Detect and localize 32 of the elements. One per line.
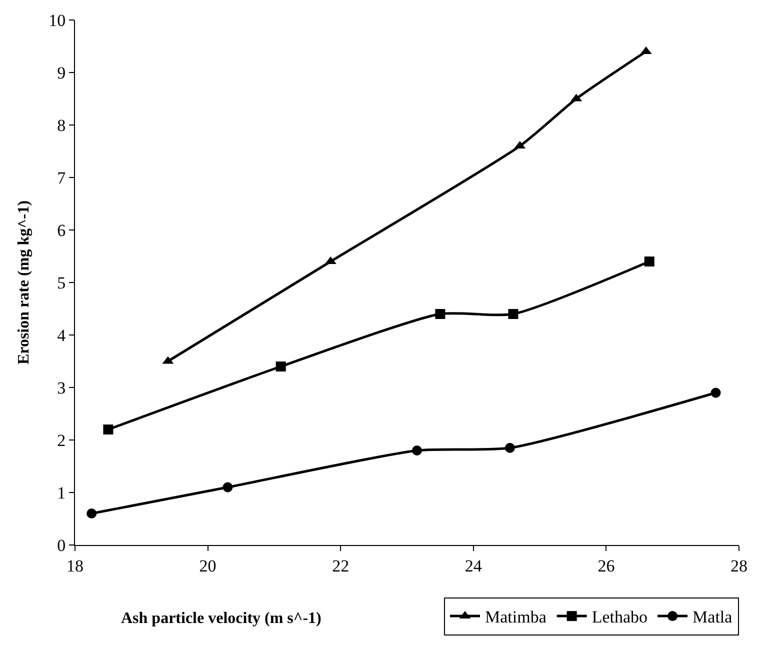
x-tick-label: 18 (66, 556, 84, 576)
x-tick-label: 28 (730, 556, 748, 576)
point (86, 508, 97, 518)
y-tick-label: 2 (57, 430, 66, 450)
point (644, 256, 654, 266)
legend-label: Matimba (485, 608, 547, 627)
y-tick-label: 5 (57, 273, 66, 292)
x-axis-title: Ash particle velocity (m s^-1) (121, 610, 322, 627)
point (504, 442, 515, 453)
x-tick-label: 20 (199, 556, 216, 576)
y-tick-label: 4 (57, 326, 66, 345)
y-tick-label: 8 (57, 116, 66, 135)
legend-label: Matla (692, 608, 733, 627)
point (412, 446, 422, 456)
point (276, 362, 286, 372)
legend-label: Lethabo (592, 608, 648, 627)
point (103, 424, 114, 434)
y-tick-label: 10 (48, 10, 66, 30)
x-tick-label: 26 (598, 556, 615, 576)
y-tick-label: 9 (57, 63, 66, 82)
y-tick-label: 6 (57, 220, 66, 240)
y-tick-label: 1 (57, 483, 66, 502)
point (508, 309, 518, 319)
point (435, 309, 446, 319)
y-axis-title: Erosion rate (mg kg^-1) (16, 200, 32, 365)
y-tick-label: 0 (57, 536, 66, 555)
point (710, 388, 721, 398)
y-tick-label: 3 (57, 378, 66, 398)
y-tick-label: 7 (57, 168, 66, 188)
point (222, 482, 233, 492)
x-tick-label: 24 (464, 556, 482, 576)
x-tick-label: 22 (332, 556, 350, 576)
